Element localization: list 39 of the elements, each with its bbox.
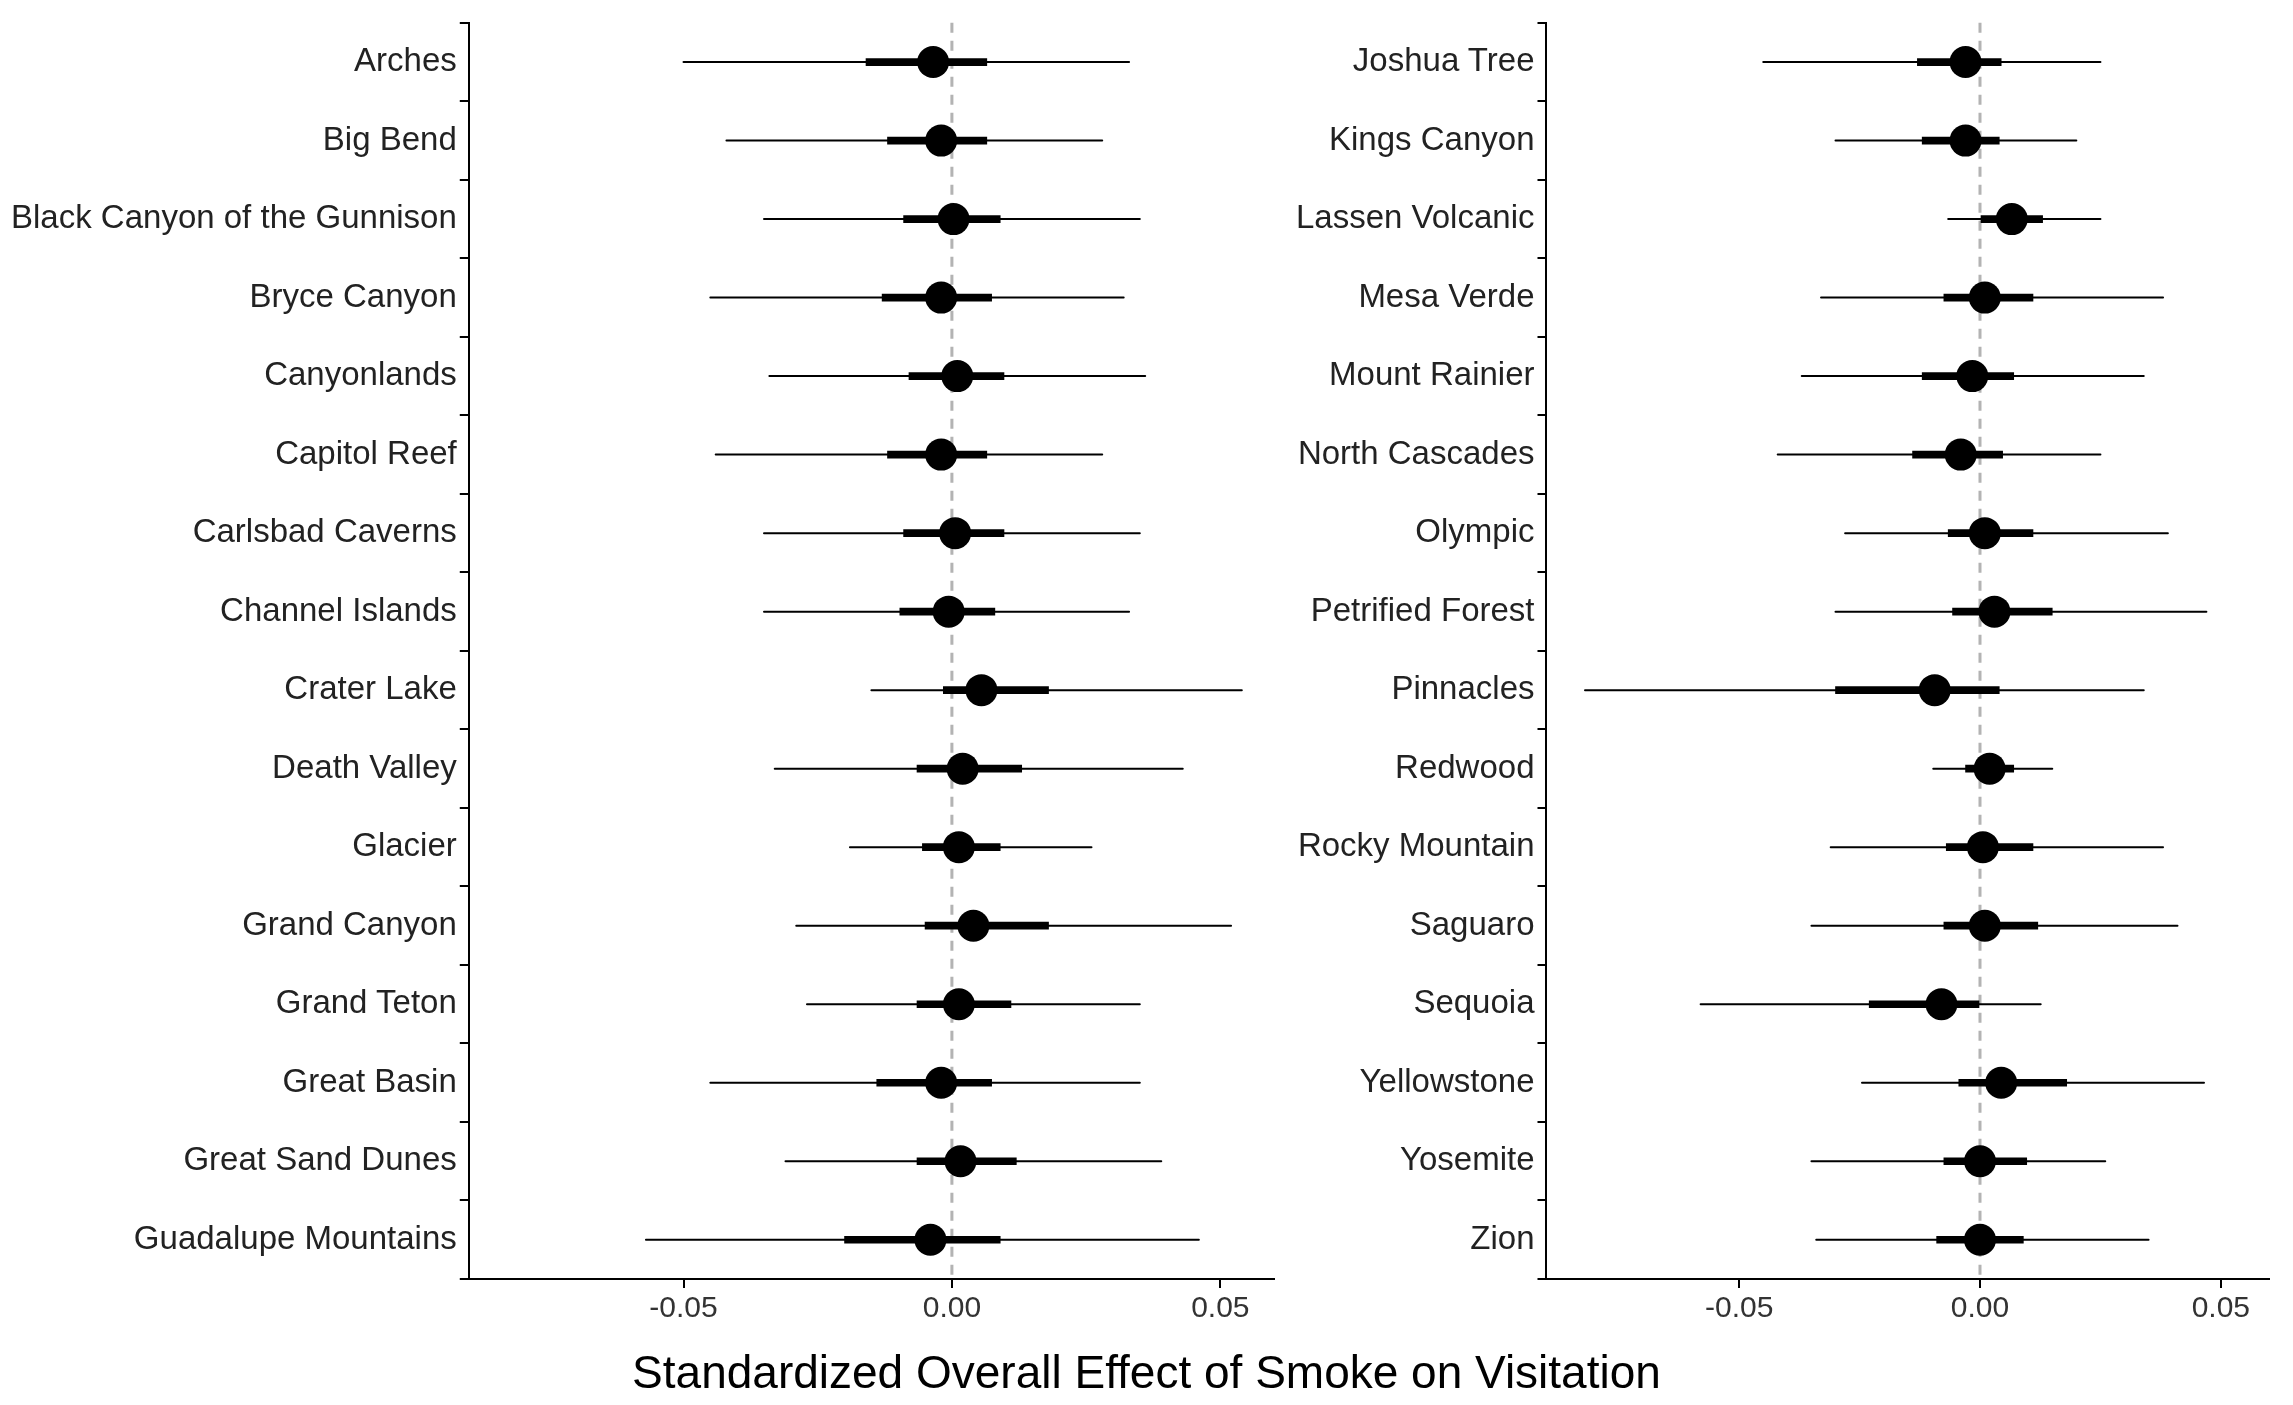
- x-axis-title: Standardized Overall Effect of Smoke on Visitation: [631, 1345, 1662, 1399]
- y-tick-label: Petrified Forest: [1310, 590, 1535, 628]
- x-tick-label: 0.05: [1191, 1290, 1250, 1324]
- y-tick-label: Rocky Mountain: [1297, 826, 1535, 864]
- y-tick-label: Lassen Volcanic: [1295, 198, 1535, 236]
- y-tick-label: Guadalupe Mountains: [133, 1218, 457, 1256]
- y-tick-label: Channel Islands: [220, 590, 457, 628]
- x-tick-label: 0.00: [922, 1290, 982, 1324]
- y-tick-label: Yosemite: [1399, 1140, 1535, 1178]
- y-tick-label: Zion: [1470, 1218, 1535, 1256]
- x-tick-label: -0.05: [1704, 1290, 1774, 1324]
- y-tick-label: Pinnacles: [1391, 669, 1535, 707]
- y-tick-label: Olympic: [1415, 512, 1535, 550]
- y-tick-label: Great Basin: [282, 1061, 457, 1099]
- y-tick-label: Capitol Reef: [275, 433, 458, 471]
- y-tick-label: Grand Teton: [275, 983, 457, 1021]
- y-tick-label: Death Valley: [272, 747, 458, 785]
- y-tick-label: Mesa Verde: [1358, 276, 1535, 314]
- y-tick-label: Redwood: [1395, 747, 1535, 785]
- x-tick-label: 0.00: [1950, 1290, 2010, 1324]
- y-tick-label: Big Bend: [322, 119, 457, 157]
- y-tick-label: Saguaro: [1409, 904, 1535, 942]
- x-tick-label: -0.05: [649, 1290, 718, 1324]
- y-tick-label: Joshua Tree: [1352, 41, 1535, 79]
- y-tick-label: Yellowstone: [1359, 1061, 1535, 1099]
- y-tick-label: Great Sand Dunes: [183, 1140, 457, 1178]
- y-tick-label: Glacier: [352, 826, 457, 864]
- y-tick-label: Canyonlands: [264, 355, 457, 393]
- y-tick-label: Carlsbad Caverns: [192, 512, 457, 550]
- y-tick-label: Kings Canyon: [1329, 119, 1535, 157]
- y-tick-label: Bryce Canyon: [249, 276, 457, 314]
- x-tick-label: 0.05: [2191, 1290, 2251, 1324]
- y-tick-label: Grand Canyon: [242, 904, 457, 942]
- y-tick-label: Crater Lake: [284, 669, 457, 707]
- y-tick-label: Mount Rainier: [1329, 355, 1535, 393]
- y-tick-label: Arches: [354, 41, 457, 79]
- y-tick-label: Sequoia: [1413, 983, 1536, 1021]
- y-tick-label: North Cascades: [1297, 433, 1535, 471]
- y-tick-label: Black Canyon of the Gunnison: [10, 198, 457, 236]
